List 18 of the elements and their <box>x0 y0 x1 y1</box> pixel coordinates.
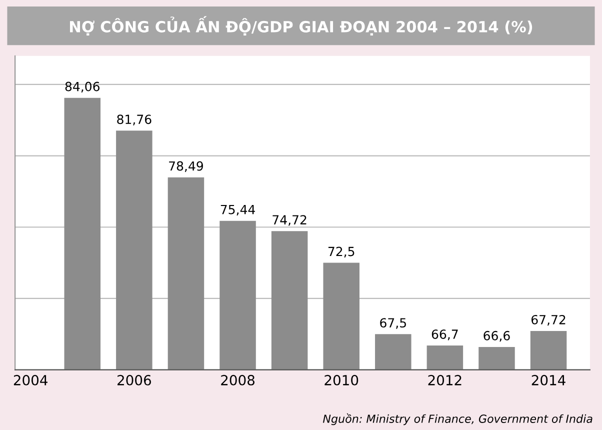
data-label: 75,44 <box>220 204 255 216</box>
x-tick-label: 2008 <box>221 374 254 386</box>
x-tick-label: 2012 <box>428 374 462 386</box>
data-label: 74,72 <box>272 215 306 226</box>
x-tick-label: 2014 <box>532 374 566 386</box>
x-tick-label: 2006 <box>118 374 151 386</box>
data-label: 78,49 <box>169 161 203 172</box>
data-label: 66,6 <box>484 330 510 342</box>
text: Nguồn: Ministry of Finance, Government of India <box>322 413 592 426</box>
x-tick-label: 2004 <box>14 374 48 386</box>
data-label: 67,5 <box>380 318 406 329</box>
data-label: 84,06 <box>65 82 100 93</box>
data-label: 81,76 <box>117 114 152 126</box>
data-label: 72,5 <box>328 246 354 258</box>
data-label: 67,72 <box>532 314 566 326</box>
chart-title: NỢ CÔNG CỦA ẤN ĐỘ/GDP GIAI ĐOẠN 2004 – 2014 (%) <box>70 16 532 36</box>
x-tick-label: 2010 <box>324 374 358 386</box>
data-label: 66,7 <box>432 330 458 340</box>
